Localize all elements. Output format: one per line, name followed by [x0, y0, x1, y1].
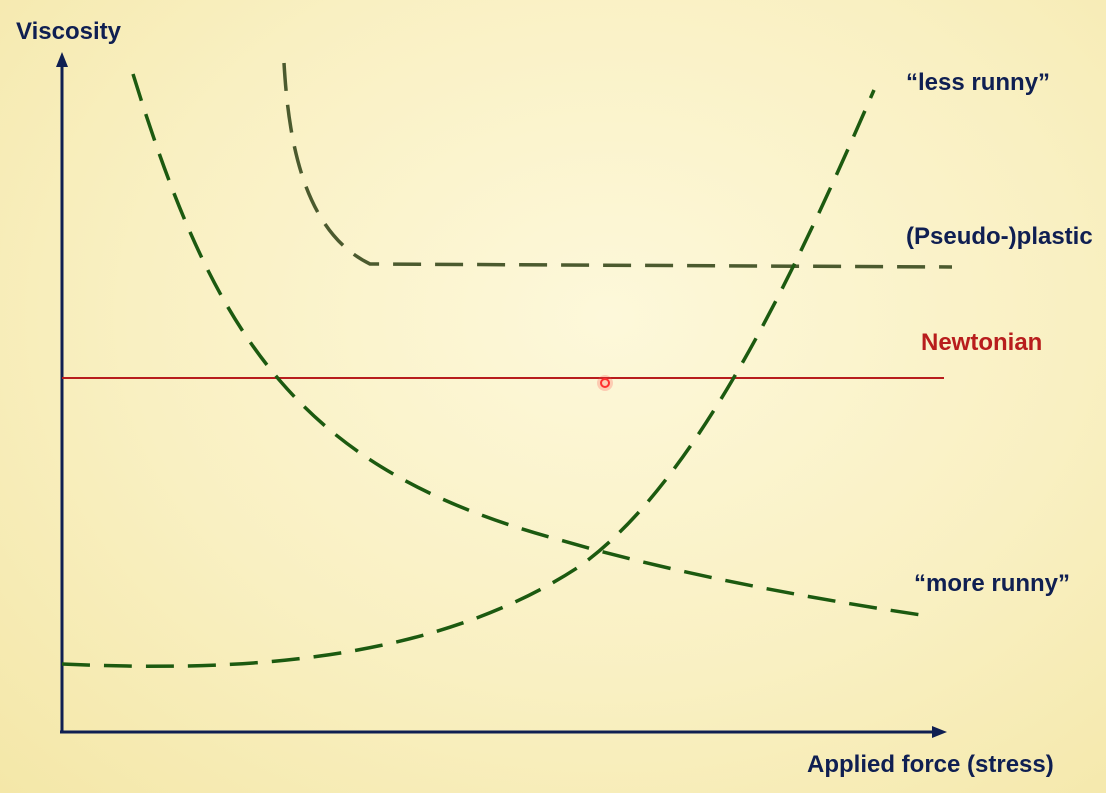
newtonian-label: Newtonian	[921, 329, 1043, 356]
y-axis-label: Viscosity	[16, 18, 121, 45]
pseudo-plastic-curve	[282, 62, 953, 269]
x-axis-arrowhead	[932, 726, 947, 738]
y-axis-arrowhead	[56, 52, 68, 67]
more-runny-label: “more runny”	[914, 570, 1071, 597]
pseudo-plastic-label: (Pseudo-)plastic	[906, 223, 1093, 250]
cursor-marker	[600, 378, 610, 388]
less-runny-curve	[61, 89, 876, 669]
more-runny-curve	[131, 73, 929, 618]
cursor-marker-glow	[597, 375, 613, 391]
less-runny-label: “less runny”	[906, 69, 1051, 96]
x-axis-label: Applied force (stress)	[807, 751, 1054, 778]
